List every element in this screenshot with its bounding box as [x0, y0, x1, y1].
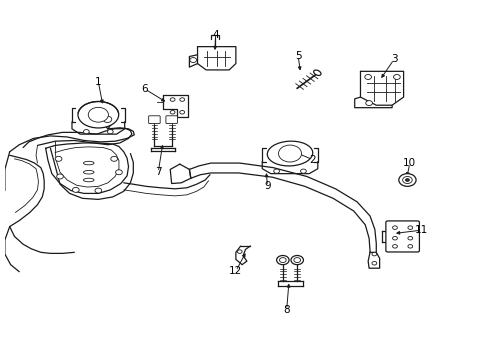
- Text: 8: 8: [283, 305, 289, 315]
- Text: 12: 12: [229, 266, 242, 276]
- Circle shape: [237, 250, 242, 253]
- Text: 6: 6: [141, 84, 148, 94]
- Circle shape: [398, 174, 415, 186]
- Circle shape: [57, 174, 63, 179]
- Circle shape: [407, 226, 412, 229]
- Ellipse shape: [83, 171, 94, 174]
- Circle shape: [392, 244, 397, 248]
- Ellipse shape: [88, 107, 108, 122]
- Text: 9: 9: [264, 181, 270, 192]
- Circle shape: [371, 261, 376, 265]
- Circle shape: [111, 156, 117, 161]
- Circle shape: [72, 188, 79, 192]
- Text: 2: 2: [308, 154, 315, 165]
- Circle shape: [276, 256, 288, 265]
- Circle shape: [103, 116, 112, 122]
- Text: 10: 10: [403, 158, 416, 168]
- FancyBboxPatch shape: [385, 221, 419, 252]
- Ellipse shape: [83, 161, 94, 165]
- Text: 4: 4: [212, 30, 219, 40]
- Circle shape: [189, 58, 196, 63]
- Circle shape: [365, 100, 372, 105]
- Ellipse shape: [278, 145, 301, 162]
- Circle shape: [392, 226, 397, 229]
- Text: 11: 11: [414, 225, 427, 235]
- Circle shape: [393, 75, 399, 80]
- Circle shape: [364, 75, 371, 80]
- Text: 5: 5: [294, 51, 301, 61]
- Circle shape: [371, 252, 376, 256]
- Circle shape: [107, 130, 113, 134]
- Ellipse shape: [313, 70, 320, 76]
- Ellipse shape: [83, 178, 94, 182]
- Circle shape: [290, 256, 303, 265]
- FancyBboxPatch shape: [148, 116, 160, 123]
- Circle shape: [407, 244, 412, 248]
- Text: 3: 3: [390, 54, 397, 64]
- Circle shape: [279, 258, 285, 262]
- Circle shape: [115, 170, 122, 175]
- Ellipse shape: [78, 102, 119, 128]
- Circle shape: [95, 188, 102, 193]
- Circle shape: [405, 179, 408, 181]
- Circle shape: [180, 98, 184, 101]
- Circle shape: [180, 111, 184, 114]
- Ellipse shape: [267, 141, 312, 166]
- Text: 7: 7: [155, 167, 161, 177]
- Circle shape: [293, 258, 300, 262]
- Circle shape: [392, 237, 397, 240]
- FancyBboxPatch shape: [165, 116, 177, 123]
- Circle shape: [170, 111, 175, 114]
- Circle shape: [407, 237, 412, 240]
- Circle shape: [300, 169, 305, 173]
- Circle shape: [170, 98, 175, 101]
- Circle shape: [55, 156, 62, 161]
- Circle shape: [83, 130, 89, 134]
- Text: 1: 1: [95, 77, 102, 87]
- Circle shape: [273, 169, 279, 173]
- Circle shape: [402, 176, 411, 184]
